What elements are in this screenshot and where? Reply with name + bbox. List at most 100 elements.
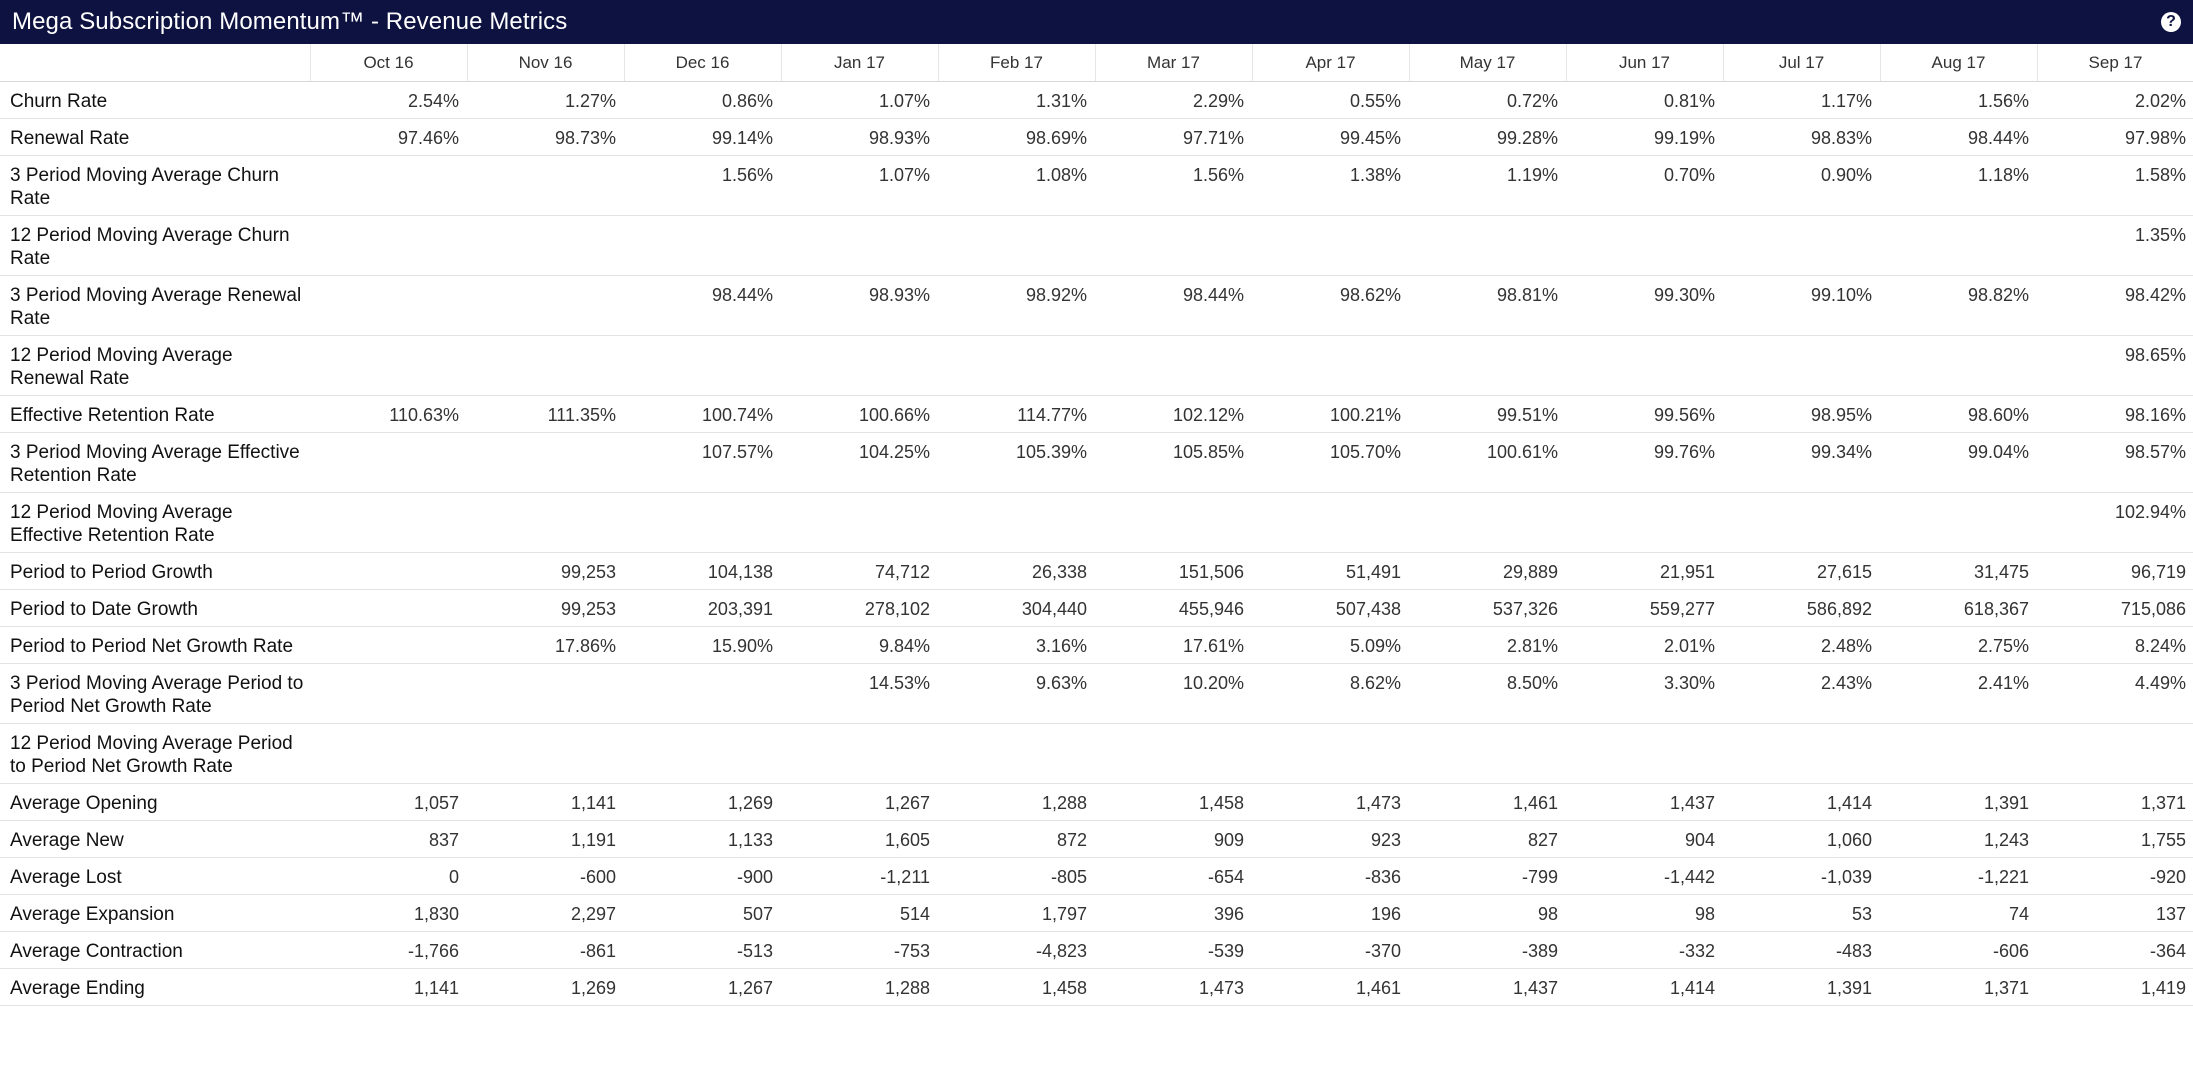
table-cell: 98	[1409, 894, 1566, 932]
table-cell: 1.08%	[938, 155, 1095, 216]
table-row: Churn Rate 2.54% 1.27% 0.86% 1.07% 1.31% 2.29%…	[0, 81, 2193, 119]
table-cell: 100.61%	[1409, 432, 1566, 493]
column-header: Apr 17	[1252, 44, 1410, 82]
table-cell: -332	[1566, 931, 1723, 969]
column-header: Jun 17	[1566, 44, 1724, 82]
table-cell: 99,253	[467, 589, 624, 627]
table-cell: 137	[2037, 894, 2193, 932]
table-cell: -4,823	[938, 931, 1095, 969]
table-cell: 514	[781, 894, 938, 932]
table-cell: 827	[1409, 820, 1566, 858]
table-cell: 98	[1566, 894, 1723, 932]
table-cell: 110.63%	[310, 395, 467, 433]
table-cell: 98.57%	[2037, 432, 2193, 493]
table-cell: 99.76%	[1566, 432, 1723, 493]
table-cell: 105.85%	[1095, 432, 1252, 493]
table-row: 3 Period Moving Average Renewal Rate 98.4…	[0, 275, 2193, 336]
table-cell: 196	[1252, 894, 1409, 932]
table-cell: 98.65%	[2037, 335, 2193, 396]
table-cell	[624, 492, 781, 553]
title-bar: Mega Subscription Momentum™ - Revenue Me…	[0, 0, 2193, 44]
table-cell	[1566, 215, 1723, 276]
table-cell	[1566, 723, 1723, 784]
table-cell	[1409, 492, 1566, 553]
table-cell: 455,946	[1095, 589, 1252, 627]
table-cell: 1,269	[624, 783, 781, 821]
table-cell	[781, 215, 938, 276]
table-cell: 1,371	[2037, 783, 2193, 821]
table-cell: 1,191	[467, 820, 624, 858]
table-cell: -389	[1409, 931, 1566, 969]
table-cell: 1.35%	[2037, 215, 2193, 276]
table-cell: 1,458	[938, 968, 1095, 1006]
table-row: Effective Retention Rate 110.63% 111.35% 10…	[0, 395, 2193, 433]
table-cell	[467, 215, 624, 276]
table-cell: 304,440	[938, 589, 1095, 627]
table-row: Period to Period Growth 99,253 104,138 74,7…	[0, 552, 2193, 590]
table-cell: 1,267	[781, 783, 938, 821]
table-cell: 97.98%	[2037, 118, 2193, 156]
table-cell: 1.07%	[781, 155, 938, 216]
row-label: Average Lost	[0, 857, 310, 895]
row-label: 3 Period Moving Average Effective Retent…	[0, 432, 310, 493]
table-cell: 99.19%	[1566, 118, 1723, 156]
table-body: Churn Rate 2.54% 1.27% 0.86% 1.07% 1.31% 2.29%…	[0, 81, 2193, 1006]
column-header: Sep 17	[2037, 44, 2193, 82]
table-cell	[467, 155, 624, 216]
table-cell: 507,438	[1252, 589, 1409, 627]
table-cell: 0.90%	[1723, 155, 1880, 216]
table-cell: 98.83%	[1723, 118, 1880, 156]
table-cell: 559,277	[1566, 589, 1723, 627]
row-label: 12 Period Moving Average Period to Perio…	[0, 723, 310, 784]
table-row: Renewal Rate 97.46% 98.73% 99.14% 98.93% 98.6…	[0, 118, 2193, 156]
table-cell: 3.16%	[938, 626, 1095, 664]
table-row: Average Opening 1,057 1,141 1,269 1,267 1,288…	[0, 783, 2193, 821]
table-cell: 74,712	[781, 552, 938, 590]
table-cell: 586,892	[1723, 589, 1880, 627]
table-cell: -753	[781, 931, 938, 969]
table-cell: 97.71%	[1095, 118, 1252, 156]
table-cell: 537,326	[1409, 589, 1566, 627]
column-header: Jul 17	[1723, 44, 1881, 82]
row-label: 3 Period Moving Average Renewal Rate	[0, 275, 310, 336]
table-row: 12 Period Moving Average Effective Reten…	[0, 492, 2193, 553]
table-cell: 98.81%	[1409, 275, 1566, 336]
row-label: Period to Date Growth	[0, 589, 310, 627]
row-label: Average Contraction	[0, 931, 310, 969]
table-cell	[467, 432, 624, 493]
table-cell: 923	[1252, 820, 1409, 858]
table-cell: 9.84%	[781, 626, 938, 664]
help-icon[interactable]: ?	[2161, 12, 2181, 32]
column-header: Mar 17	[1095, 44, 1253, 82]
table-cell: 98.60%	[1880, 395, 2037, 433]
table-cell	[310, 723, 467, 784]
table-row: 12 Period Moving Average Renewal Rate 98.…	[0, 335, 2193, 396]
table-cell: 1.27%	[467, 81, 624, 119]
table-cell	[310, 492, 467, 553]
table-cell: 99.10%	[1723, 275, 1880, 336]
table-cell	[938, 492, 1095, 553]
table-row: 3 Period Moving Average Churn Rate 1.56% 1…	[0, 155, 2193, 216]
column-header: Jan 17	[781, 44, 939, 82]
table-cell: -1,039	[1723, 857, 1880, 895]
table-row: Average New 837 1,191 1,133 1,605 872 909 923 82…	[0, 820, 2193, 858]
row-label: 12 Period Moving Average Churn Rate	[0, 215, 310, 276]
table-cell: 97.46%	[310, 118, 467, 156]
table-cell: 98.93%	[781, 118, 938, 156]
table-cell	[1880, 723, 2037, 784]
table-cell	[310, 663, 467, 724]
column-header: Feb 17	[938, 44, 1096, 82]
table-cell	[1880, 215, 2037, 276]
row-label: 3 Period Moving Average Churn Rate	[0, 155, 310, 216]
table-cell: -1,211	[781, 857, 938, 895]
table-cell	[467, 723, 624, 784]
table-cell: 278,102	[781, 589, 938, 627]
table-cell: 1,458	[1095, 783, 1252, 821]
table-cell: 0	[310, 857, 467, 895]
table-row: Period to Date Growth 99,253 203,391 278,10…	[0, 589, 2193, 627]
table-cell	[938, 335, 1095, 396]
table-cell: 98.42%	[2037, 275, 2193, 336]
table-cell	[1095, 492, 1252, 553]
table-cell	[310, 626, 467, 664]
table-cell: 1,288	[938, 783, 1095, 821]
